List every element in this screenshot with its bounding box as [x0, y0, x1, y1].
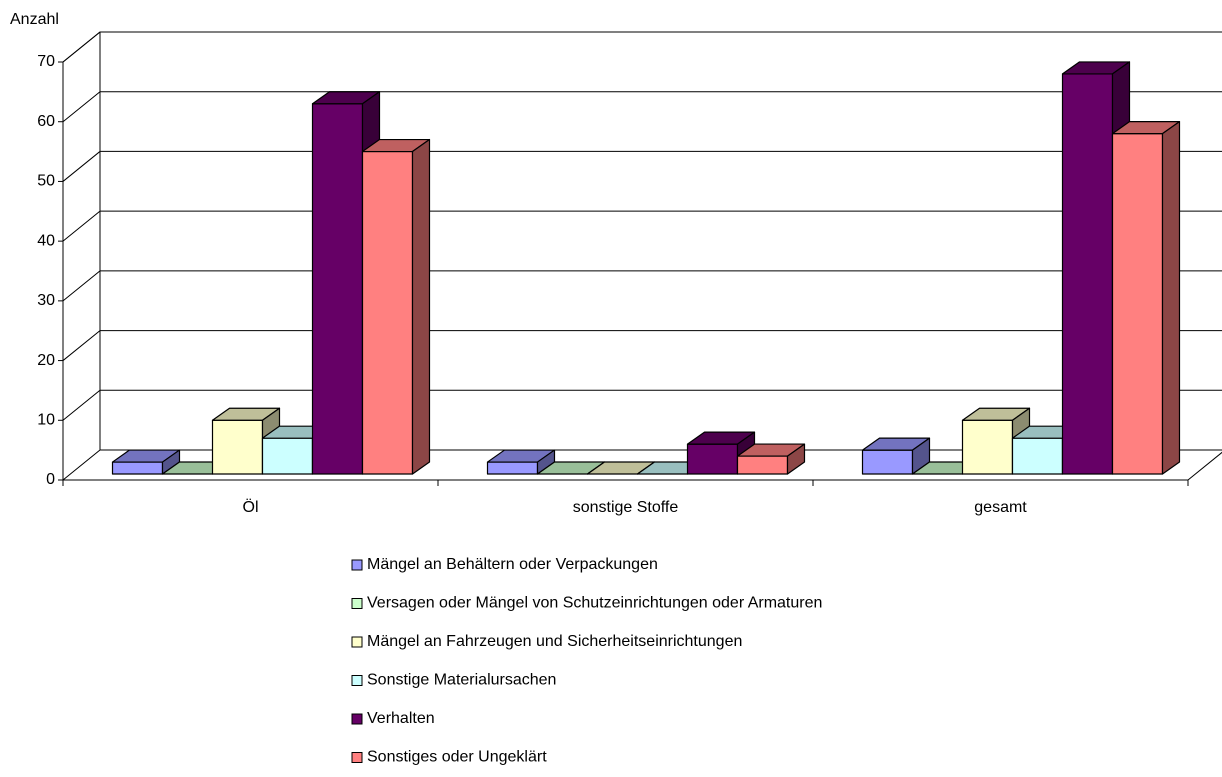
bar-front	[486, 461, 539, 475]
bar-front	[961, 419, 1014, 475]
legend-swatch	[351, 559, 363, 571]
y-tick-label: 30	[37, 292, 55, 309]
bar-front	[361, 150, 414, 475]
legend-label: Mängel an Behältern oder Verpackungen	[367, 556, 658, 573]
legend-label: Sonstiges oder Ungeklärt	[367, 749, 547, 766]
bar-front	[261, 437, 314, 475]
bar-side	[786, 443, 806, 475]
grid-line	[62, 449, 1222, 481]
legend-swatch	[351, 713, 363, 725]
y-tick-label: 70	[37, 53, 55, 70]
bar-front	[1111, 133, 1164, 475]
legend-swatch	[351, 636, 363, 648]
bar-front	[1011, 437, 1064, 475]
legend-swatch	[351, 675, 363, 686]
bar-side	[411, 138, 431, 475]
legend-label: Verhalten	[367, 710, 435, 727]
x-tick-label: Öl	[243, 498, 259, 516]
bar-side	[1161, 121, 1181, 475]
grid-line	[62, 270, 1222, 302]
grid-line	[62, 150, 1222, 182]
grid-line	[62, 31, 1222, 63]
legend-label: Mängel an Fahrzeugen und Sicherheitseinr…	[367, 633, 742, 650]
floor-edge	[1187, 451, 1222, 481]
y-tick-label: 20	[37, 352, 55, 369]
y-tick-label: 40	[37, 232, 55, 249]
legend-label: Sonstige Materialursachen	[367, 672, 556, 689]
y-tick-label: 10	[37, 412, 55, 429]
bar-front	[1061, 73, 1114, 475]
bar-front	[736, 455, 789, 475]
bar-front	[686, 443, 739, 475]
y-tick-label: 0	[46, 471, 55, 488]
grid-line	[62, 91, 1222, 123]
legend-label: Versagen oder Mängel von Schutzeinrichtu…	[367, 595, 822, 612]
y-axis-label: Anzahl	[10, 11, 59, 28]
bar-front	[311, 103, 364, 475]
x-tick-label: gesamt	[974, 499, 1027, 516]
grid-line	[62, 389, 1222, 421]
x-tick-label: sonstige Stoffe	[573, 499, 679, 516]
legend-swatch	[351, 598, 363, 609]
bar-front	[861, 449, 914, 475]
grid-line	[62, 330, 1222, 361]
bar-front	[211, 419, 264, 475]
y-tick-label: 50	[37, 173, 55, 190]
grid-line	[62, 210, 1222, 242]
bar-front	[111, 461, 164, 475]
legend-swatch	[351, 752, 363, 763]
y-tick-label: 60	[37, 113, 55, 130]
